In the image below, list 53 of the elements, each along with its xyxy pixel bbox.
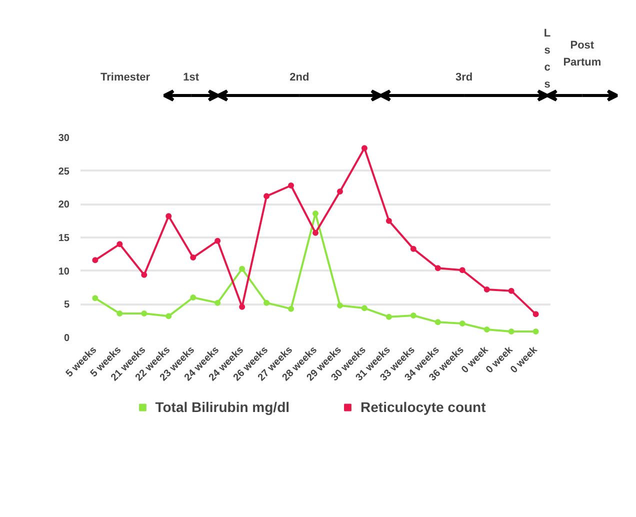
point — [336, 188, 343, 194]
point — [264, 300, 270, 306]
point — [166, 213, 172, 220]
point — [312, 210, 318, 216]
point — [116, 241, 123, 248]
point — [288, 182, 294, 188]
point — [410, 312, 416, 318]
point — [264, 193, 270, 200]
text: 3rd — [455, 72, 473, 84]
point — [484, 286, 490, 292]
text: Post Partum — [563, 40, 602, 68]
y-tick-label: 10 — [58, 266, 70, 278]
point — [214, 300, 221, 306]
point — [410, 246, 416, 252]
point — [288, 306, 294, 312]
point — [434, 319, 441, 326]
y-tick-label: 5 — [64, 300, 70, 311]
point — [116, 310, 123, 316]
point — [239, 304, 246, 310]
y-tick-label: 25 — [58, 166, 70, 178]
y-tick-label: 20 — [58, 200, 70, 211]
point — [434, 265, 441, 272]
point — [166, 313, 172, 320]
point — [459, 320, 466, 326]
point — [459, 267, 466, 274]
point — [386, 218, 392, 224]
y-tick-label: 15 — [58, 233, 70, 244]
point — [239, 266, 246, 272]
text: 2nd — [290, 72, 310, 84]
text: Lscs — [544, 28, 551, 90]
legend-label: Total Bilirubin mg/dl — [155, 399, 290, 415]
point — [532, 328, 539, 334]
point — [190, 254, 196, 260]
point — [92, 295, 98, 302]
point — [141, 310, 148, 316]
point — [361, 305, 368, 312]
point — [386, 314, 392, 320]
point — [361, 145, 368, 152]
y-tick-label: 30 — [58, 133, 70, 144]
point — [214, 238, 221, 244]
point — [92, 257, 98, 264]
point — [141, 272, 148, 278]
point — [336, 302, 343, 308]
point — [484, 326, 490, 332]
legend-label: Reticulocyte count — [360, 399, 486, 415]
point — [508, 288, 514, 294]
point — [312, 230, 318, 236]
text: Trimester — [100, 72, 151, 84]
y-tick-label: 0 — [64, 333, 70, 344]
point — [532, 311, 539, 318]
text: 1st — [183, 72, 200, 84]
point — [190, 294, 196, 300]
point — [508, 328, 514, 334]
